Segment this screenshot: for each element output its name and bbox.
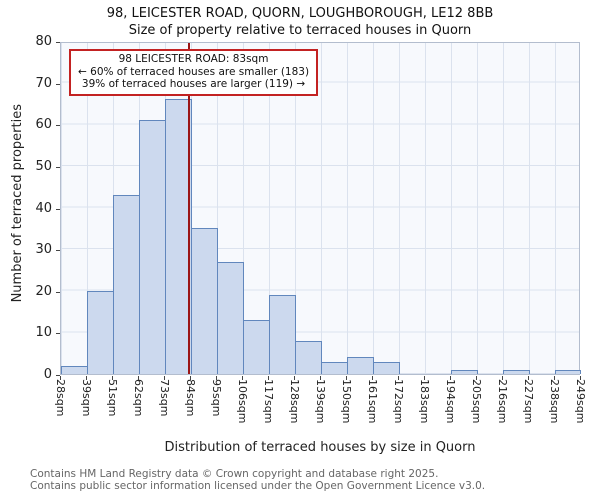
x-tick-mark [138, 376, 139, 380]
x-tick-label: 117sqm [262, 379, 275, 424]
x-tick-label: 194sqm [444, 379, 457, 424]
y-tick-label: 20 [35, 283, 52, 299]
x-tick-label: 238sqm [548, 379, 561, 424]
annotation-line-2: ← 60% of terraced houses are smaller (18… [78, 65, 310, 78]
histogram-bar [165, 99, 192, 374]
y-tick-mark [56, 291, 60, 293]
x-tick-mark [502, 376, 503, 380]
x-axis-label: Distribution of terraced houses by size … [164, 440, 476, 455]
y-tick-label: 50 [35, 158, 52, 174]
property-size-marker-line [187, 43, 190, 374]
x-tick-mark [60, 376, 61, 380]
y-tick-label: 70 [35, 75, 52, 91]
histogram-bar [321, 361, 348, 374]
x-tick-label: 227sqm [522, 379, 535, 424]
x-tick-mark [476, 376, 477, 380]
y-tick-label: 80 [35, 34, 52, 49]
x-tick-mark [424, 376, 425, 380]
histogram-bar [503, 369, 530, 374]
annotation-line-1: 98 LEICESTER ROAD: 83sqm [118, 53, 269, 65]
y-tick-mark [56, 250, 60, 252]
x-tick-label: 150sqm [340, 379, 353, 424]
x-tick-label: 95sqm [210, 379, 223, 417]
x-tick-label: 84sqm [184, 379, 197, 417]
x-tick-mark [294, 376, 295, 380]
footer-line-1: Contains HM Land Registry data © Crown c… [30, 468, 439, 480]
y-tick-mark [56, 83, 60, 85]
x-tick-mark [268, 376, 269, 380]
x-tick-label: 73sqm [158, 379, 171, 417]
histogram-bar [243, 319, 270, 374]
y-tick-label: 0 [43, 367, 52, 382]
x-tick-label: 139sqm [314, 379, 327, 424]
x-tick-mark [372, 376, 373, 380]
chart-title: 98, LEICESTER ROAD, QUORN, LOUGHBOROUGH,… [106, 6, 494, 21]
histogram-bar [555, 369, 581, 374]
attribution-footer: Contains HM Land Registry data © Crown c… [30, 468, 485, 492]
footer-line-2: Contains public sector information licen… [30, 480, 486, 492]
x-tick-mark [86, 376, 87, 380]
x-tick-mark [528, 376, 529, 380]
histogram-bar [113, 195, 140, 374]
x-tick-label: 62sqm [132, 379, 145, 417]
x-tick-mark [554, 376, 555, 380]
histogram-bar [373, 361, 400, 374]
x-tick-mark [242, 376, 243, 380]
histogram-bar [269, 294, 296, 374]
histogram-bar [347, 357, 374, 374]
x-tick-label: 39sqm [80, 379, 93, 417]
y-tick-mark [56, 125, 60, 127]
histogram-bar [87, 290, 114, 374]
y-tick-mark [56, 208, 60, 210]
y-tick-label: 40 [35, 200, 52, 216]
histogram-bar [451, 369, 478, 374]
plot-area: 98 LEICESTER ROAD: 83sqm ← 60% of terrac… [60, 42, 581, 375]
histogram-bar [139, 120, 166, 374]
x-tick-mark [216, 376, 217, 380]
x-tick-label: 249sqm [574, 379, 587, 424]
x-tick-mark [450, 376, 451, 380]
x-tick-label: 205sqm [470, 379, 483, 424]
histogram-bar [217, 261, 244, 374]
x-tick-label: 128sqm [288, 379, 301, 424]
y-tick-mark [56, 375, 60, 376]
x-tick-mark [346, 376, 347, 380]
y-tick-label: 30 [35, 242, 52, 258]
histogram-bar [191, 228, 218, 374]
x-tick-label: 172sqm [392, 379, 405, 424]
chart-subtitle: Size of property relative to terraced ho… [128, 23, 472, 38]
x-tick-label: 183sqm [418, 379, 431, 424]
x-tick-label: 216sqm [496, 379, 509, 424]
histogram-bar [295, 340, 322, 374]
annotation-line-3: 39% of terraced houses are larger (119) … [81, 78, 306, 90]
x-tick-mark [320, 376, 321, 380]
x-tick-label: 28sqm [54, 379, 67, 417]
y-tick-label: 60 [35, 117, 52, 133]
x-tick-mark [580, 376, 581, 380]
x-tick-mark [112, 376, 113, 380]
property-annotation-box: 98 LEICESTER ROAD: 83sqm ← 60% of terrac… [69, 49, 319, 96]
y-tick-mark [56, 42, 60, 43]
y-tick-mark [56, 166, 60, 168]
x-tick-label: 161sqm [366, 379, 379, 424]
histogram-bar [61, 365, 88, 374]
x-tick-mark [190, 376, 191, 380]
y-tick-mark [56, 333, 60, 335]
x-tick-mark [164, 376, 165, 380]
x-tick-label: 51sqm [106, 379, 119, 417]
x-tick-label: 106sqm [236, 379, 249, 424]
x-tick-mark [398, 376, 399, 380]
y-tick-label: 10 [35, 325, 52, 341]
